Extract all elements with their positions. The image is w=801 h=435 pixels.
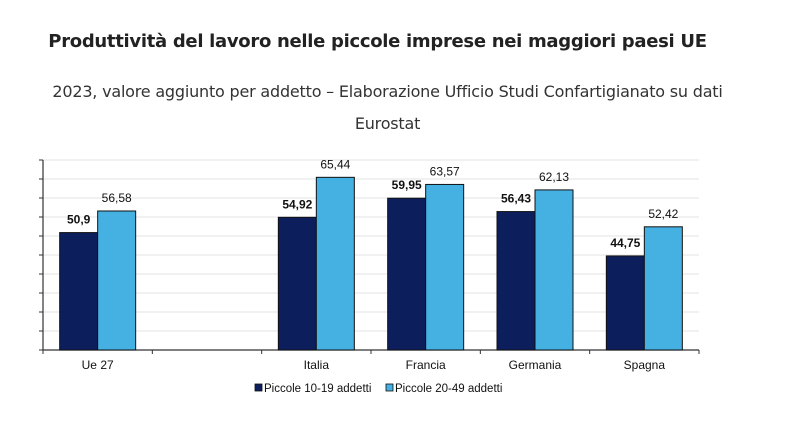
bar-20-49 xyxy=(315,176,355,351)
x-tick-label: Ue 27 xyxy=(82,358,114,372)
data-label: 52,42 xyxy=(648,207,678,221)
x-tick-label: Italia xyxy=(304,358,330,372)
bar-20-49 xyxy=(97,210,137,351)
data-label: 62,13 xyxy=(539,170,569,184)
data-label: 50,9 xyxy=(67,213,91,227)
bar-20-49 xyxy=(534,189,574,351)
bar-10-19 xyxy=(605,255,645,351)
bar-20-49 xyxy=(425,183,465,351)
data-label: 65,44 xyxy=(320,157,350,171)
x-tick-label: Francia xyxy=(406,358,446,372)
legend-label: Piccole 20-49 addetti xyxy=(395,383,502,395)
bar-20-49 xyxy=(643,226,683,351)
legend-swatch xyxy=(385,383,394,392)
data-label: 63,57 xyxy=(430,164,460,178)
data-label: 59,95 xyxy=(392,178,422,192)
bar-10-19 xyxy=(59,232,99,351)
bar-10-19 xyxy=(387,197,427,351)
bar-10-19 xyxy=(277,216,317,351)
bar-10-19 xyxy=(496,211,536,351)
legend-swatch xyxy=(254,383,263,392)
data-label: 54,92 xyxy=(282,197,312,211)
chart-title: Produttività del lavoro nelle piccole im… xyxy=(48,31,707,52)
x-tick-label: Spagna xyxy=(624,358,666,372)
data-label: 56,58 xyxy=(102,191,132,205)
legend-label: Piccole 10-19 addetti xyxy=(264,383,371,395)
x-tick-label: Germania xyxy=(509,358,562,372)
data-label: 44,75 xyxy=(610,236,640,250)
chart-subtitle: 2023, valore aggiunto per addetto – Elab… xyxy=(52,82,723,133)
data-label: 56,43 xyxy=(501,192,531,206)
